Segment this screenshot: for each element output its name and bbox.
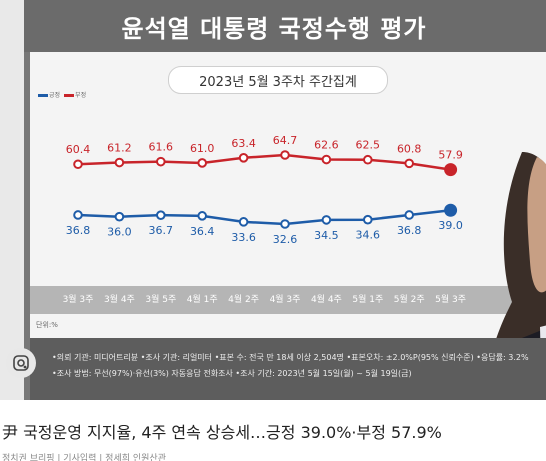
data-label-positive: 34.5 <box>314 229 339 242</box>
data-label-positive: 36.4 <box>190 225 215 238</box>
chart-card[interactable]: 윤석열 대통령 국정수행 평가 2023년 5월 3주차 주간집계 긍정 부정 … <box>24 0 546 400</box>
data-label-positive: 36.0 <box>107 226 131 239</box>
chart-panel: 2023년 5월 3주차 주간집계 긍정 부정 60.4 61.2 61.6 61.0… <box>30 52 546 400</box>
x-tick-label: 5월 3주 <box>435 293 466 305</box>
left-strip <box>0 0 24 400</box>
data-point-negative <box>280 150 290 160</box>
visual-search-button[interactable] <box>6 348 36 378</box>
data-label-positive: 33.6 <box>231 231 256 244</box>
data-label-negative: 57.9 <box>438 149 463 162</box>
data-label-negative: 61.2 <box>107 142 131 155</box>
x-tick-label: 3월 3주 <box>63 293 94 305</box>
survey-notes: •의뢰 기관: 미디어트리뷴 •조사 기관: 리얼미터 •표본 수: 전국 만 … <box>30 338 546 400</box>
data-point-positive <box>197 211 207 221</box>
data-label-negative: 60.4 <box>66 143 91 156</box>
data-label-negative: 63.4 <box>231 137 256 150</box>
data-label-positive: 36.8 <box>397 224 422 237</box>
data-point-positive <box>114 211 125 222</box>
series-line-positive <box>77 209 451 226</box>
x-axis-band <box>30 286 546 314</box>
data-point-positive <box>73 210 83 220</box>
article-headline[interactable]: 尹 국정운영 지지율, 4주 연속 상승세…긍정 39.0%·부정 57.9% <box>2 423 442 442</box>
data-point-negative <box>197 158 207 168</box>
data-point-positive <box>238 217 249 227</box>
line-chart: 60.4 61.2 61.6 61.0 63.4 64.7 62.6 62.5 60.8 57.9… <box>63 134 466 305</box>
article-byline: 정치권 브리핑 | 기사입력 | 정세희 인원산관 <box>2 454 166 461</box>
data-label-negative: 61.0 <box>190 142 215 155</box>
data-label-negative: 64.7 <box>273 134 298 147</box>
data-label-positive: 34.6 <box>356 229 381 242</box>
x-tick-label: 3월 4주 <box>104 293 135 305</box>
data-point-positive <box>363 214 373 225</box>
x-tick-label: 4월 1주 <box>187 293 218 305</box>
x-tick-label: 5월 1주 <box>352 293 383 305</box>
lens-icon <box>13 355 29 371</box>
unit-label: 단위:% <box>36 321 58 329</box>
data-point-negative <box>73 159 83 170</box>
data-label-negative: 62.6 <box>314 139 339 152</box>
data-point-positive <box>444 203 458 217</box>
data-point-negative <box>444 163 458 177</box>
legend: 긍정 부정 <box>38 90 86 99</box>
legend-item-positive: 긍정 <box>38 90 60 99</box>
data-point-positive <box>321 215 332 225</box>
data-point-positive <box>280 219 290 229</box>
data-label-negative: 61.6 <box>149 141 174 154</box>
chart-title: 윤석열 대통령 국정수행 평가 <box>121 14 427 43</box>
data-label-positive: 36.8 <box>66 224 91 237</box>
chart-subtitle: 2023년 5월 3주차 주간집계 <box>168 66 388 94</box>
x-tick-label: 5월 2주 <box>394 293 425 305</box>
notes-line-1: •의뢰 기관: 미디어트리뷴 •조사 기관: 리얼미터 •표본 수: 전국 만 … <box>52 353 529 362</box>
title-bar: 윤석열 대통령 국정수행 평가 <box>24 0 546 52</box>
data-point-negative <box>156 156 166 167</box>
series-line-negative <box>77 153 451 171</box>
data-point-positive <box>404 210 415 220</box>
data-point-negative <box>114 157 125 168</box>
data-point-negative <box>321 154 332 165</box>
data-label-positive: 39.0 <box>438 219 463 232</box>
data-label-negative: 60.8 <box>397 142 422 155</box>
notes-line-2: •조사 방법: 무선(97%)·유선(3%) 자동응답 전화조사 •조사 기간:… <box>52 369 412 378</box>
legend-item-negative: 부정 <box>64 90 86 99</box>
data-point-positive <box>156 210 166 220</box>
data-label-positive: 32.6 <box>273 233 298 246</box>
data-point-negative <box>238 152 249 163</box>
data-point-negative <box>404 158 415 169</box>
data-point-negative <box>363 154 373 165</box>
data-label-negative: 62.5 <box>356 139 381 152</box>
x-tick-label: 4월 4주 <box>311 293 342 305</box>
x-tick-label: 3월 5주 <box>145 293 176 305</box>
x-tick-label: 4월 3주 <box>270 293 301 305</box>
data-label-positive: 36.7 <box>149 224 174 237</box>
x-tick-label: 4월 2주 <box>228 293 259 305</box>
